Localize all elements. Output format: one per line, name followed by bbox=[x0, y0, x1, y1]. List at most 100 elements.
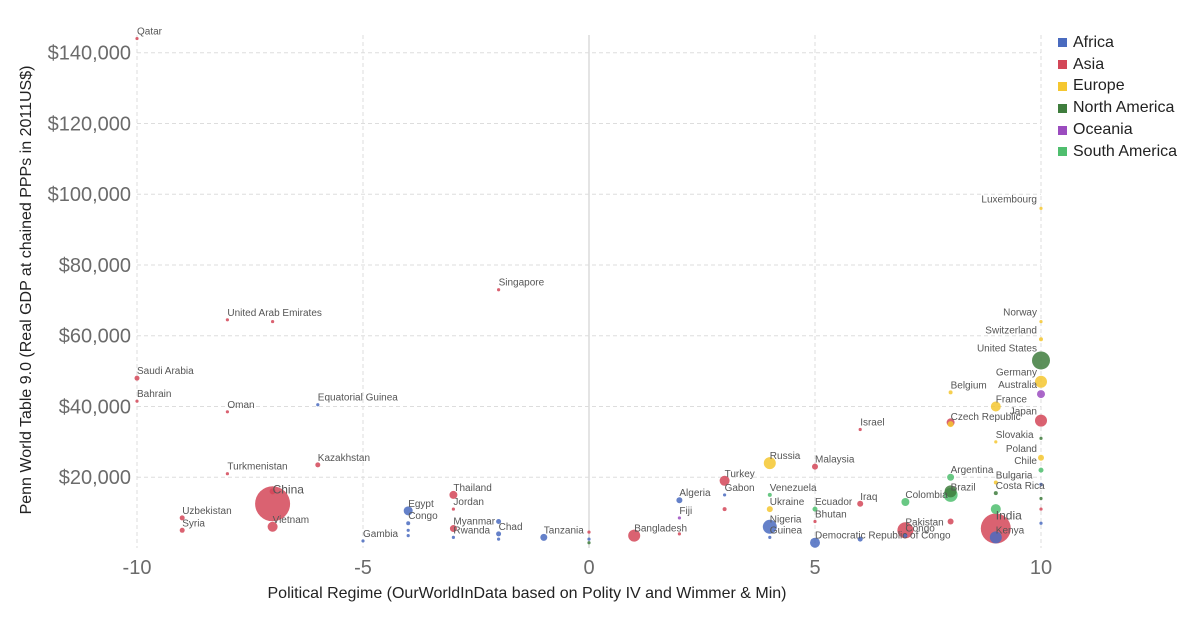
point-label: Iraq bbox=[860, 492, 877, 503]
point-label: Turkey bbox=[725, 469, 755, 480]
y-tick-label: $20,000 bbox=[59, 467, 131, 489]
data-point bbox=[1039, 207, 1042, 210]
point-label: Malaysia bbox=[815, 455, 855, 466]
point-label: Saudi Arabia bbox=[137, 366, 194, 377]
point-label: Oman bbox=[227, 400, 254, 411]
point-label: Syria bbox=[182, 518, 205, 529]
legend-item: Africa bbox=[1058, 32, 1177, 54]
point-label: Venezuela bbox=[770, 483, 817, 494]
point-label: United States bbox=[977, 343, 1037, 354]
legend-item: South America bbox=[1058, 141, 1177, 163]
data-point bbox=[1039, 497, 1042, 500]
x-tick-label: 0 bbox=[583, 557, 594, 579]
legend-label: Oceania bbox=[1073, 121, 1133, 139]
legend-swatch bbox=[1058, 104, 1067, 113]
point-label: Argentina bbox=[951, 465, 994, 476]
point-label: Jordan bbox=[453, 497, 484, 508]
legend-label: Asia bbox=[1073, 56, 1104, 74]
point-label: Chad bbox=[499, 522, 523, 533]
data-point bbox=[1039, 507, 1042, 510]
point-label: Russia bbox=[770, 451, 801, 462]
x-tick-label: 5 bbox=[809, 557, 820, 579]
legend-label: North America bbox=[1073, 99, 1174, 117]
legend-item: North America bbox=[1058, 97, 1177, 119]
point-label: Bahrain bbox=[137, 389, 171, 400]
point-label: Costa Rica bbox=[996, 481, 1045, 492]
data-point bbox=[271, 320, 274, 323]
x-tick-label: -5 bbox=[354, 557, 372, 579]
point-label: Rwanda bbox=[453, 525, 490, 536]
data-point bbox=[723, 507, 727, 511]
legend-swatch bbox=[1058, 60, 1067, 69]
point-label: Australia bbox=[998, 380, 1037, 391]
data-point bbox=[587, 530, 590, 533]
x-tick-label: -10 bbox=[123, 557, 152, 579]
point-label: Switzerland bbox=[985, 325, 1037, 336]
y-tick-label: $140,000 bbox=[48, 43, 131, 65]
y-axis-title: Penn World Table 9.0 (Real GDP at chaine… bbox=[18, 66, 35, 515]
legend-item: Asia bbox=[1058, 54, 1177, 76]
data-point bbox=[1037, 390, 1045, 398]
point-label: Brazil bbox=[951, 483, 976, 494]
point-label: Chile bbox=[1014, 456, 1037, 467]
point-label: Slovakia bbox=[996, 430, 1034, 441]
data-point bbox=[587, 541, 590, 544]
point-label: Tanzania bbox=[544, 525, 584, 536]
point-label: Uzbekistan bbox=[182, 506, 231, 517]
point-label: United Arab Emirates bbox=[227, 308, 322, 319]
point-label: Gambia bbox=[363, 529, 398, 540]
legend-swatch bbox=[1058, 147, 1067, 156]
legend-label: Africa bbox=[1073, 34, 1114, 52]
legend-swatch bbox=[1058, 82, 1067, 91]
point-label: China bbox=[273, 482, 305, 496]
data-point bbox=[948, 518, 954, 524]
data-point bbox=[1038, 455, 1044, 461]
point-label: Egypt bbox=[408, 499, 434, 510]
x-tick-label: 10 bbox=[1030, 557, 1052, 579]
legend-label: Europe bbox=[1073, 77, 1125, 95]
point-label: Turkmenistan bbox=[227, 462, 287, 473]
legend-item: Oceania bbox=[1058, 119, 1177, 141]
point-label: Germany bbox=[996, 368, 1037, 379]
point-label: Bulgaria bbox=[996, 471, 1033, 482]
data-point bbox=[407, 534, 410, 537]
point-label: Congo bbox=[905, 524, 935, 535]
data-point bbox=[407, 529, 410, 532]
legend-swatch bbox=[1058, 38, 1067, 47]
point-label: Singapore bbox=[499, 278, 545, 289]
point-label: Ecuador bbox=[815, 497, 853, 508]
legend-label: South America bbox=[1073, 143, 1177, 161]
point-label: Colombia bbox=[905, 490, 948, 501]
point-label: Bangladesh bbox=[634, 524, 687, 535]
data-point bbox=[1039, 320, 1042, 323]
data-point bbox=[497, 538, 500, 541]
point-label: Belgium bbox=[951, 380, 987, 391]
data-point bbox=[1039, 522, 1042, 525]
y-tick-label: $60,000 bbox=[59, 326, 131, 348]
point-label: Qatar bbox=[137, 27, 163, 38]
data-point bbox=[587, 538, 590, 541]
point-label: Guinea bbox=[770, 525, 803, 536]
data-point bbox=[1039, 437, 1042, 440]
point-label: India bbox=[996, 509, 1022, 523]
legend-item: Europe bbox=[1058, 76, 1177, 98]
point-label: Gabon bbox=[725, 483, 755, 494]
legend: Africa Asia Europe North America Oceania Sout… bbox=[1058, 32, 1177, 163]
data-point bbox=[1039, 337, 1043, 341]
point-label: Kenya bbox=[996, 525, 1025, 536]
point-label: Thailand bbox=[453, 483, 491, 494]
point-label: Kazakhstan bbox=[318, 453, 370, 464]
point-label: Fiji bbox=[679, 506, 692, 517]
y-tick-label: $120,000 bbox=[48, 113, 131, 135]
point-label: Equatorial Guinea bbox=[318, 393, 398, 404]
y-tick-label: $40,000 bbox=[59, 396, 131, 418]
y-tick-label: $100,000 bbox=[48, 184, 131, 206]
legend-swatch bbox=[1058, 126, 1067, 135]
point-label: Nigeria bbox=[770, 515, 802, 526]
point-label: Norway bbox=[1003, 308, 1037, 319]
point-label: Congo bbox=[408, 511, 438, 522]
y-tick-label: $80,000 bbox=[59, 255, 131, 277]
point-label: Vietnam bbox=[273, 515, 310, 526]
